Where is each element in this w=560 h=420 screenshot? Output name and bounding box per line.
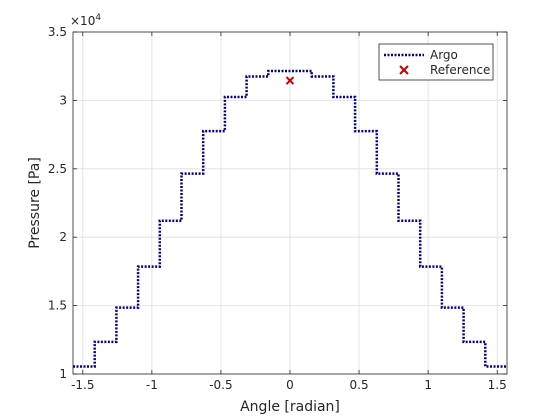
legend: Argo Reference [378, 43, 494, 81]
y-tick-label: 1 [59, 367, 67, 381]
y-tick-label: 1.5 [48, 299, 67, 313]
x-tick-label: -1.5 [71, 378, 94, 392]
series-layer [73, 69, 507, 368]
legend-label-reference: Reference [430, 63, 490, 77]
legend-swatch-reference [399, 65, 409, 75]
x-tick-label: 1.5 [488, 378, 507, 392]
x-tick-label: -0.5 [209, 378, 232, 392]
x-tick-label: -1 [146, 378, 158, 392]
legend-label-argo: Argo [430, 48, 458, 62]
x-axis-label: Angle [radian] [240, 399, 340, 415]
y-ticks: 1 1.5 2 2.5 3 3.5 [48, 25, 507, 381]
y-axis-label: Pressure [Pa] [27, 157, 43, 249]
y-exponent-label: ×104 [70, 13, 101, 28]
y-exponent-power: 4 [95, 13, 101, 23]
series-reference-marker [285, 76, 295, 85]
y-tick-label: 3.5 [48, 25, 67, 39]
x-tick-label: 1 [424, 378, 432, 392]
x-tick-label: 0.5 [350, 378, 369, 392]
y-tick-label: 2.5 [48, 162, 67, 176]
legend-box [378, 43, 494, 81]
y-tick-label: 2 [59, 230, 67, 244]
x-tick-label: 0 [286, 378, 294, 392]
y-tick-label: 3 [59, 93, 67, 107]
series-argo-step-line [73, 69, 507, 368]
x-ticks: -1.5 -1 -0.5 0 0.5 1 1.5 [71, 32, 507, 392]
